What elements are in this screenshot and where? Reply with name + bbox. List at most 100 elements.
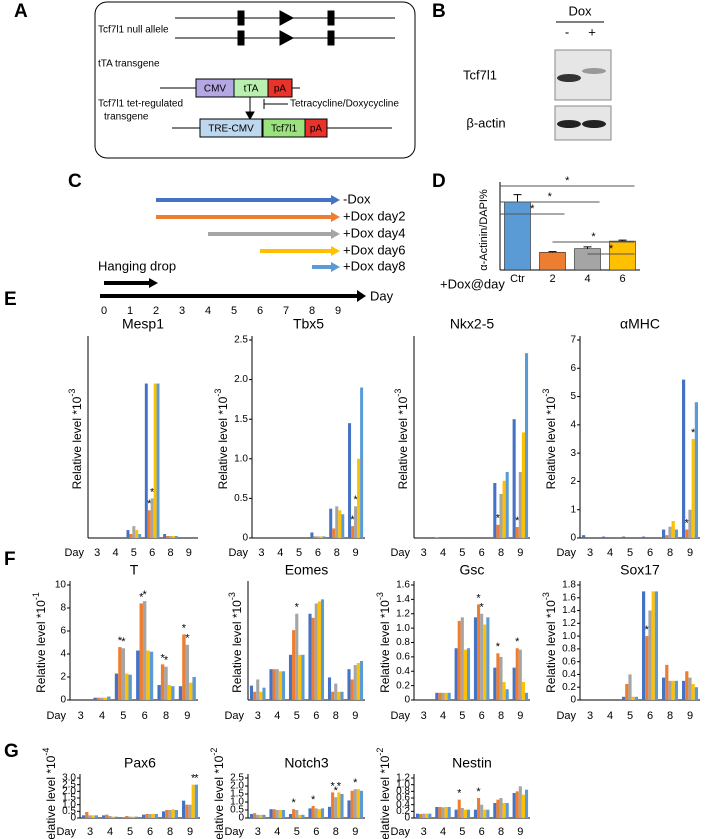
- bar: [502, 803, 506, 818]
- bar: [129, 534, 133, 538]
- y-tick-label: 1.0: [562, 631, 576, 642]
- bar: [320, 599, 325, 700]
- bar: [107, 696, 111, 700]
- bar: [622, 536, 626, 538]
- bar: [521, 794, 525, 818]
- bar: [121, 648, 126, 700]
- arrow-label: +Dox day8: [343, 258, 406, 273]
- significance-label: *: [645, 624, 650, 636]
- y-tick-label: 0.5: [230, 805, 244, 816]
- x-tick-label: 6: [257, 305, 263, 317]
- y-tick-label: 1.2: [396, 608, 410, 619]
- y-tick-label: 0.8: [396, 786, 410, 797]
- bar: [322, 536, 326, 538]
- bar: [308, 613, 312, 700]
- x-axis-label: +Dox@day: [440, 276, 505, 291]
- x-tick-label: 5: [131, 547, 137, 559]
- x-tick-label: 2: [549, 273, 555, 285]
- x-tick-label: 8: [333, 710, 339, 722]
- bar: [259, 691, 263, 700]
- bar: [447, 692, 451, 700]
- bar: [295, 810, 299, 818]
- x-axis-label: Day: [56, 826, 76, 838]
- bar: [142, 814, 146, 818]
- bar: [671, 521, 675, 538]
- x-tick-label: 8: [163, 710, 169, 722]
- bar: [259, 814, 263, 818]
- bar: [153, 383, 157, 538]
- bar: [82, 815, 86, 818]
- bar: [668, 680, 672, 700]
- y-tick-label: 0.4: [562, 669, 576, 680]
- significance-label: *: [591, 231, 596, 243]
- bar: [539, 252, 566, 271]
- y-axis-label-exponent: -3: [227, 592, 237, 600]
- x-tick-label: 3: [179, 305, 185, 317]
- bar: [171, 686, 175, 700]
- loxp: [279, 10, 295, 26]
- x-tick-label: 6: [647, 547, 653, 559]
- bar: [85, 812, 89, 818]
- y-tick-label: 0: [404, 695, 410, 706]
- bar: [454, 809, 458, 818]
- bar: [502, 682, 506, 700]
- exon: [327, 30, 335, 46]
- x-tick-label: 8: [667, 547, 673, 559]
- bar: [272, 669, 276, 700]
- bar: [493, 803, 497, 818]
- significance-label: *: [609, 243, 614, 255]
- bar: [502, 480, 506, 538]
- bar: [347, 669, 351, 700]
- x-tick-label: 3: [78, 710, 84, 722]
- y-tick-label: 0: [570, 533, 576, 544]
- bar: [466, 809, 471, 818]
- y-axis-label: Relative level *10-4: [41, 748, 58, 839]
- bar: [457, 799, 461, 818]
- bar: [483, 624, 487, 700]
- arrow-label: +Dox day4: [343, 225, 406, 240]
- x-axis-label: Day: [556, 710, 576, 722]
- y-tick-label: 1.4: [396, 594, 410, 605]
- bar: [354, 506, 358, 538]
- bar: [441, 807, 445, 818]
- y-tick-label: 8: [60, 603, 66, 614]
- x-tick-label: 9: [687, 710, 693, 722]
- bar: [142, 601, 147, 700]
- significance-label: *: [353, 494, 358, 506]
- significance-label: *: [311, 794, 316, 806]
- x-tick-label: 5: [627, 547, 633, 559]
- bar: [125, 673, 129, 700]
- significance-label: *: [182, 622, 187, 634]
- bar: [329, 508, 333, 538]
- bar: [665, 664, 669, 700]
- bar: [648, 610, 652, 700]
- bar: [320, 808, 325, 818]
- bar: [292, 630, 296, 700]
- bar: [438, 692, 442, 700]
- x-tick-label: 3: [421, 547, 427, 559]
- significance-label: *: [330, 780, 335, 792]
- bar: [171, 536, 175, 538]
- bar: [150, 498, 154, 538]
- bar: [105, 814, 109, 818]
- bar: [256, 814, 260, 818]
- y-tick-label: 0.6: [562, 656, 576, 667]
- x-tick-label: 6: [479, 826, 485, 838]
- x-tick-label: 5: [296, 547, 302, 559]
- y-axis-label: Relative level *10-3: [67, 389, 84, 490]
- bar: [435, 692, 439, 700]
- arrowhead: [331, 246, 340, 256]
- significance-label: *: [496, 513, 501, 525]
- bar: [332, 528, 336, 538]
- bar: [518, 472, 522, 538]
- bar: [134, 816, 138, 818]
- bar: [148, 814, 152, 818]
- arrowhead: [149, 278, 158, 288]
- bar: [521, 682, 525, 700]
- y-tick-label: 0.8: [562, 644, 576, 655]
- bar: [191, 784, 195, 818]
- label: Tcf7l1: [271, 124, 298, 135]
- bar: [317, 809, 321, 818]
- y-tick-label: 1.0: [234, 453, 248, 464]
